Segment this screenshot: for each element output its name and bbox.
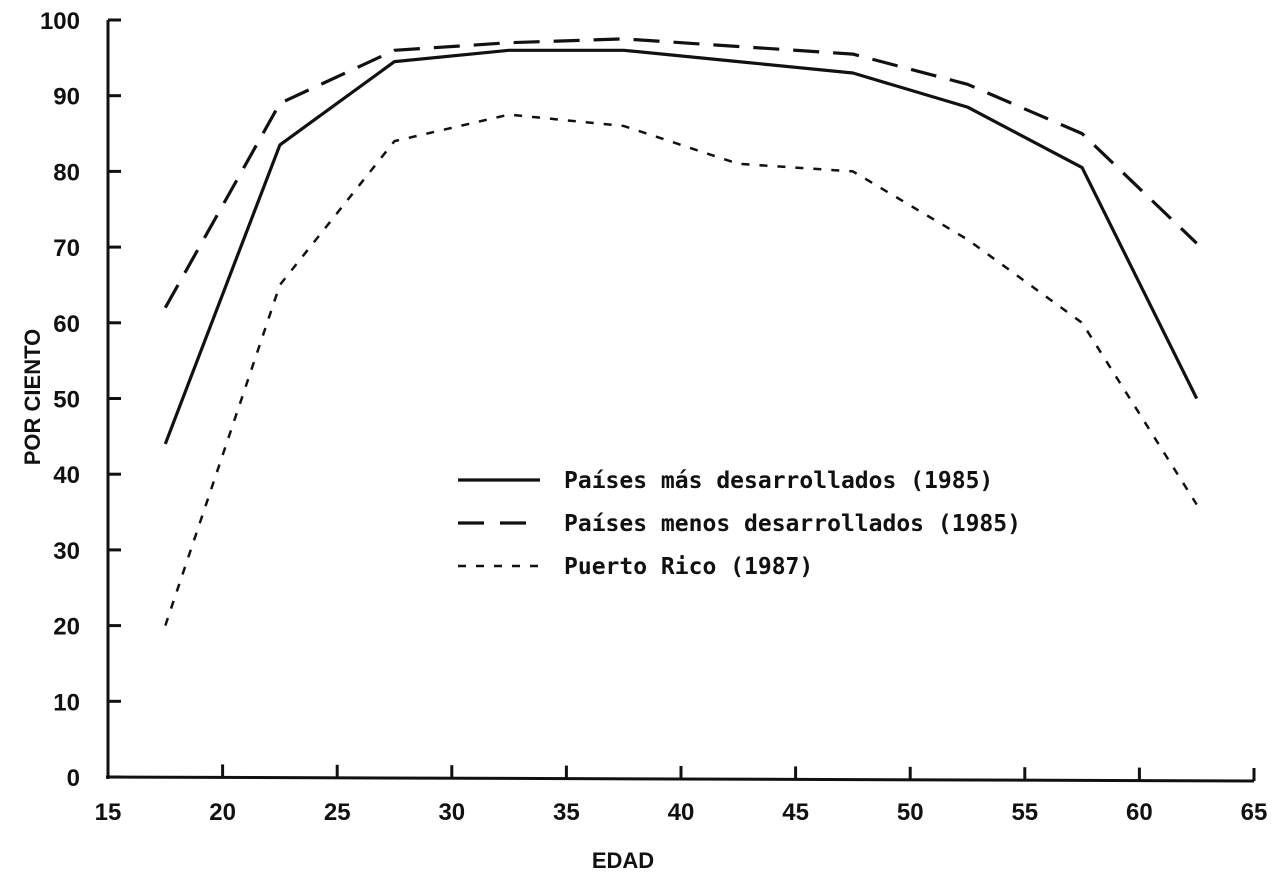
legend: Países más desarrollados (1985) Países me…	[458, 468, 1021, 580]
y-tick-label: 50	[53, 387, 80, 414]
y-tick-label: 30	[53, 538, 80, 565]
y-tick-label: 60	[53, 311, 80, 338]
x-tick-label: 65	[1241, 799, 1268, 826]
y-tick-label: 70	[53, 235, 80, 262]
y-tick-label: 80	[53, 159, 80, 186]
x-tick-label: 55	[1011, 799, 1038, 826]
series-line-2	[163, 37, 1198, 309]
x-tick-label: 35	[553, 799, 580, 826]
series-line-3	[164, 113, 1198, 626]
y-tick-label: 40	[53, 462, 80, 489]
x-tick-label: 60	[1126, 799, 1153, 826]
x-axis-title: EDAD	[592, 848, 654, 873]
series-lines	[163, 37, 1199, 626]
y-tick-label: 100	[40, 8, 80, 35]
series-line-1	[163, 48, 1199, 445]
x-tick-label: 20	[209, 799, 236, 826]
y-tick-label: 0	[67, 765, 80, 792]
x-tick-label: 50	[897, 799, 924, 826]
x-tick-label: 30	[438, 799, 465, 826]
x-tick-label: 40	[668, 799, 695, 826]
x-tick-label: 25	[324, 799, 351, 826]
x-tick-label: 15	[95, 799, 122, 826]
y-axis-title: POR CIENTO	[20, 329, 45, 466]
y-tick-label: 10	[53, 689, 80, 716]
axes: 0 10 20 30 40 50 60 70 80 90 100 15 20 25 30 35 40 45 50 55…	[40, 8, 1267, 826]
legend-label-3: Puerto Rico (1987)	[564, 554, 813, 580]
legend-label-2: Países menos desarrollados (1985)	[564, 511, 1021, 537]
x-tick-label: 45	[782, 799, 809, 826]
y-tick-label: 20	[53, 614, 80, 641]
y-tick-label: 90	[53, 84, 80, 111]
legend-label-1: Países más desarrollados (1985)	[564, 468, 993, 494]
